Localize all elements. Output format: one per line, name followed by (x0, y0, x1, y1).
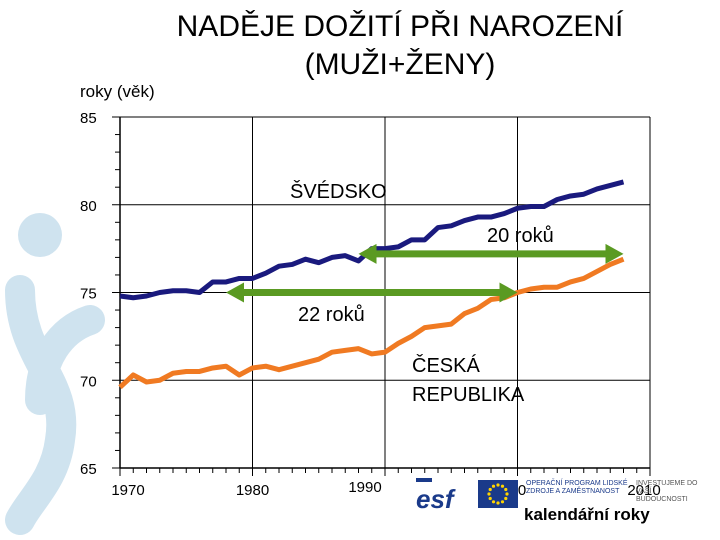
decorative-person-icon (5, 213, 105, 535)
y-tick-label-70: 70 (80, 373, 97, 390)
gap-arrows (226, 243, 624, 303)
annotation-czech-line1: ČESKÁ (412, 354, 480, 377)
x-tick-label-2010: 2010 (627, 482, 660, 499)
annotation-22-years: 22 roků (298, 304, 365, 326)
eu-star (496, 501, 500, 505)
op-lzz-logo: OPERAČNÍ PROGRAM LIDSKÉ ZDROJE A ZAMĚSTN… (526, 476, 630, 516)
y-tick-label-65: 65 (80, 461, 97, 478)
gap-arrow-22-years-head-left (226, 282, 244, 303)
x-axis-label: kalendářní roky (524, 505, 650, 524)
eu-star (505, 492, 509, 496)
invest-logo-text: INVESTUJEME DO VAŠÍ BUDOUCNOSTI (636, 480, 698, 503)
eu-flag-icon (478, 480, 518, 508)
x-tick-label-1980: 1980 (236, 482, 269, 499)
series-lines (118, 179, 625, 390)
axes (112, 116, 651, 476)
eu-star (500, 484, 505, 488)
eu-star (491, 500, 496, 504)
gap-arrow-20-years-head-left (358, 243, 377, 264)
eu-star (504, 496, 508, 501)
op-lzz-logo-text: OPERAČNÍ PROGRAM LIDSKÉ ZDROJE A ZAMĚSTN… (526, 480, 628, 495)
series-line-czech (118, 256, 625, 390)
eu-star (491, 484, 496, 488)
eu-star (496, 483, 500, 487)
annotation-20-years: 20 roků (487, 225, 554, 247)
x-tick-label-1990: 1990 (348, 479, 381, 496)
esf-logo-text: esf (416, 484, 456, 514)
sponsor-logos: esf OPERAČNÍ PROGRAM LIDSKÉ ZDROJE A ZAM… (414, 476, 704, 516)
annotation-sweden: ŠVÉDSKO (290, 180, 387, 203)
gap-arrow-22-years (226, 282, 518, 303)
eu-star (500, 500, 505, 504)
tick-labels: 657075808519701980199020002010 (80, 110, 661, 499)
gap-arrow-20-years (358, 243, 624, 264)
y-tick-label-80: 80 (80, 198, 97, 215)
x-tick-label-1970: 1970 (111, 482, 144, 499)
y-axis-label: roky (věk) (80, 82, 155, 101)
eu-star (504, 487, 508, 492)
annotations: ŠVÉDSKO ČESKÁ REPUBLIKA 20 roků 22 roků (290, 180, 554, 406)
esf-logo: esf (416, 478, 456, 514)
chart-title: NADĚJE DOŽITÍ PŘI NAROZENÍ (MUŽI+ŽENY) (176, 10, 624, 81)
eu-star (487, 492, 491, 496)
y-tick-label-85: 85 (80, 110, 97, 127)
eu-star (488, 487, 492, 492)
gap-arrow-20-years-head-right (605, 243, 624, 264)
annotation-czech-line2: REPUBLIKA (412, 384, 525, 406)
invest-logo: INVESTUJEME DO VAŠÍ BUDOUCNOSTI (636, 476, 704, 516)
eu-star (488, 496, 492, 501)
y-tick-label-75: 75 (80, 286, 97, 303)
gap-arrow-22-years-head-right (499, 282, 518, 303)
